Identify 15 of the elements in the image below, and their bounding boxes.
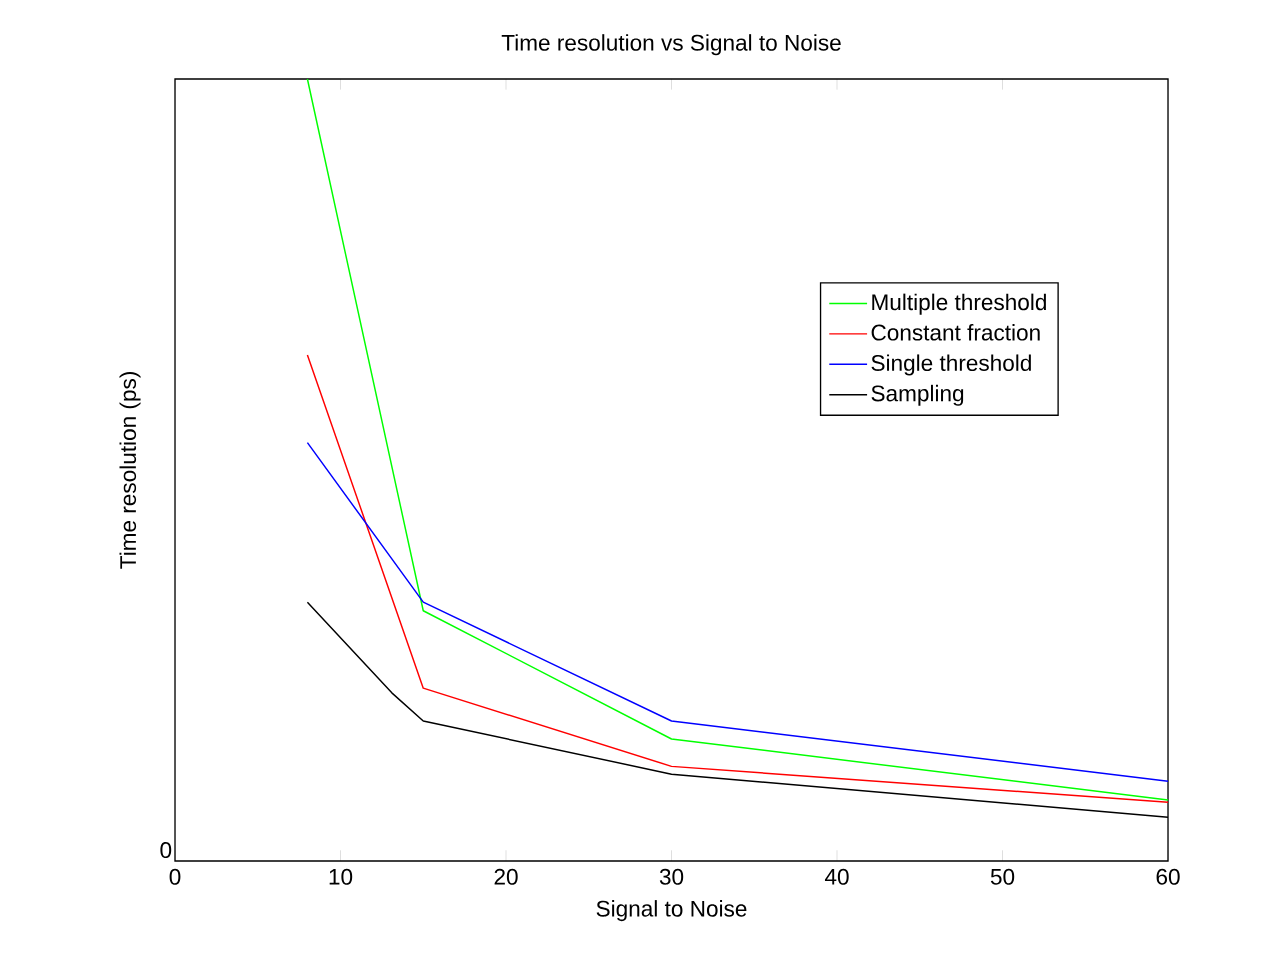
text: 0 bbox=[160, 842, 172, 859]
x-tick-label: 0 bbox=[169, 868, 181, 885]
chart-title: Time resolution vs Signal to Noise bbox=[501, 34, 841, 56]
x-tick-label: 30 bbox=[659, 868, 684, 885]
legend-label: Constant fraction bbox=[871, 324, 1040, 341]
x-axis-title: Signal to Noise bbox=[596, 900, 747, 922]
legend-label: Sampling bbox=[871, 384, 964, 406]
x-tick-label: 50 bbox=[990, 868, 1015, 885]
x-tick-label: 20 bbox=[494, 868, 518, 885]
x-tick-label: 60 bbox=[1156, 868, 1180, 885]
x-tick-label: 10 bbox=[329, 868, 353, 885]
x-tick-label: 40 bbox=[824, 868, 849, 885]
legend-label: Single threshold bbox=[871, 354, 1031, 376]
legend-label: Multiple threshold bbox=[872, 293, 1046, 315]
y-axis-title: Time resolution (ps) bbox=[119, 372, 141, 569]
